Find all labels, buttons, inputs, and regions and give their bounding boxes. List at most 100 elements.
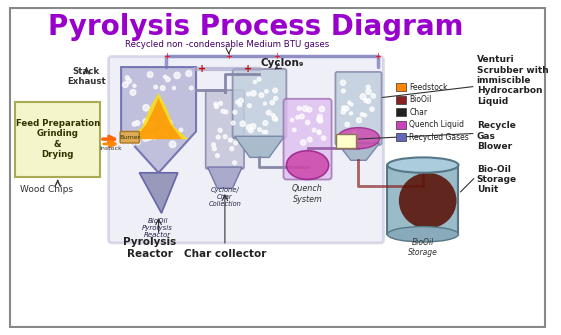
Circle shape <box>360 94 366 99</box>
Circle shape <box>233 141 237 145</box>
Circle shape <box>164 132 167 135</box>
FancyBboxPatch shape <box>109 57 384 243</box>
Circle shape <box>262 130 265 134</box>
Circle shape <box>133 84 136 87</box>
Circle shape <box>247 104 251 108</box>
Circle shape <box>130 141 135 146</box>
Text: Bio-Oil
Storage
Unit: Bio-Oil Storage Unit <box>477 164 517 194</box>
Polygon shape <box>337 143 380 160</box>
Text: Char: Char <box>410 108 427 117</box>
Ellipse shape <box>287 151 329 180</box>
Circle shape <box>297 107 301 111</box>
Circle shape <box>230 147 234 151</box>
Text: Recycled Gases: Recycled Gases <box>410 133 469 142</box>
Circle shape <box>146 122 151 127</box>
Text: +: + <box>198 64 206 74</box>
Circle shape <box>249 128 253 133</box>
Circle shape <box>321 136 326 140</box>
Circle shape <box>152 134 157 139</box>
FancyBboxPatch shape <box>335 72 381 145</box>
Circle shape <box>126 78 131 83</box>
Bar <box>396 96 406 104</box>
Circle shape <box>240 121 246 126</box>
Text: Recycle
Gas
Blower: Recycle Gas Blower <box>477 121 516 151</box>
Circle shape <box>363 114 366 117</box>
Circle shape <box>233 161 237 165</box>
Circle shape <box>122 82 128 87</box>
Text: +: + <box>374 52 381 61</box>
Circle shape <box>136 140 140 144</box>
Circle shape <box>165 77 170 82</box>
Circle shape <box>272 114 275 117</box>
Text: Quench Liquid: Quench Liquid <box>410 120 465 129</box>
Circle shape <box>307 137 312 142</box>
Circle shape <box>179 128 183 132</box>
Circle shape <box>251 90 256 96</box>
Ellipse shape <box>337 128 380 149</box>
Circle shape <box>371 94 376 98</box>
Circle shape <box>302 106 308 112</box>
Text: Recycled non -condensable Medium BTU gases: Recycled non -condensable Medium BTU gas… <box>125 41 329 50</box>
Circle shape <box>231 121 235 125</box>
Text: Cyclone/
Char
Collection: Cyclone/ Char Collection <box>209 187 241 207</box>
Circle shape <box>247 92 250 96</box>
Polygon shape <box>139 173 178 213</box>
Circle shape <box>160 86 165 90</box>
Circle shape <box>345 122 350 127</box>
Circle shape <box>214 105 218 109</box>
Circle shape <box>317 117 321 122</box>
Circle shape <box>148 123 154 129</box>
Bar <box>15 102 100 177</box>
Circle shape <box>221 109 225 113</box>
Circle shape <box>132 122 136 126</box>
Circle shape <box>218 128 222 132</box>
Circle shape <box>167 120 172 125</box>
Circle shape <box>233 110 237 114</box>
Circle shape <box>348 101 351 104</box>
Circle shape <box>366 98 371 104</box>
Circle shape <box>163 132 167 136</box>
Circle shape <box>266 110 271 115</box>
Circle shape <box>228 138 232 142</box>
Circle shape <box>296 116 300 119</box>
Circle shape <box>341 110 346 114</box>
Circle shape <box>211 143 215 147</box>
Circle shape <box>342 106 346 110</box>
Circle shape <box>154 85 158 89</box>
Circle shape <box>259 93 264 97</box>
Circle shape <box>253 80 256 84</box>
Circle shape <box>213 147 217 151</box>
Circle shape <box>265 90 268 93</box>
Circle shape <box>146 134 152 140</box>
Circle shape <box>174 72 180 79</box>
Text: +: + <box>163 52 170 61</box>
Text: +: + <box>226 52 232 61</box>
Circle shape <box>274 96 278 100</box>
Circle shape <box>350 103 353 106</box>
Circle shape <box>319 106 325 112</box>
Text: BioOil
Storage: BioOil Storage <box>408 238 438 258</box>
Circle shape <box>190 86 193 90</box>
Circle shape <box>263 102 266 105</box>
Circle shape <box>215 154 219 157</box>
Circle shape <box>159 112 162 115</box>
Circle shape <box>125 76 129 80</box>
Circle shape <box>164 75 167 78</box>
Ellipse shape <box>387 226 458 242</box>
Circle shape <box>301 140 306 145</box>
Circle shape <box>135 121 140 126</box>
Polygon shape <box>208 167 242 188</box>
Bar <box>396 83 406 91</box>
Bar <box>396 109 406 116</box>
Circle shape <box>158 100 161 103</box>
Circle shape <box>142 136 148 141</box>
Circle shape <box>224 110 228 114</box>
Polygon shape <box>135 98 182 139</box>
Circle shape <box>148 72 153 77</box>
Text: Quench
System: Quench System <box>292 184 323 204</box>
Polygon shape <box>234 136 284 157</box>
Text: Burner: Burner <box>119 135 140 140</box>
Circle shape <box>214 102 218 106</box>
FancyBboxPatch shape <box>120 131 139 143</box>
Text: Instock: Instock <box>99 146 122 151</box>
